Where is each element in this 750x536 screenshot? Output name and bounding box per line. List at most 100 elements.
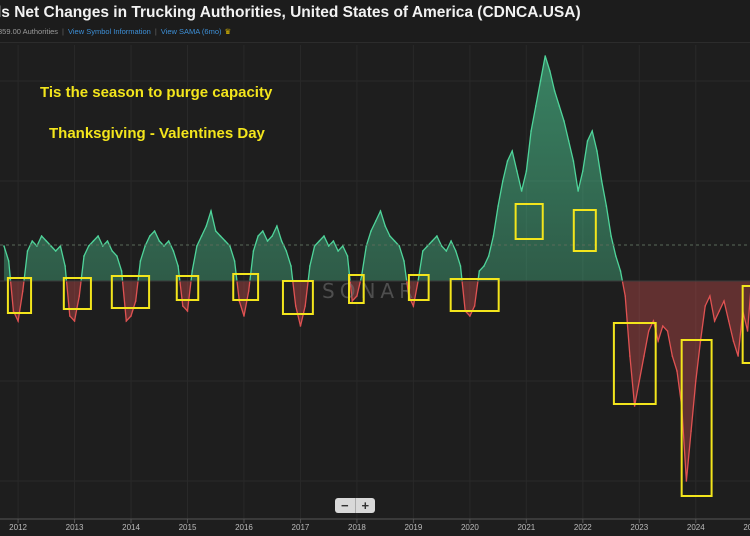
- highlight-box: [572, 209, 597, 252]
- data-point: [516, 170, 518, 172]
- data-point: [92, 240, 95, 242]
- data-point: [205, 225, 208, 227]
- data-point: [342, 245, 344, 247]
- data-point: [534, 105, 537, 107]
- data-point: [26, 250, 29, 252]
- data-point: [662, 325, 664, 327]
- data-point: [181, 305, 184, 307]
- x-tick-label: 2013: [66, 523, 84, 532]
- data-point: [563, 120, 565, 122]
- data-point: [294, 305, 297, 307]
- annotation-purge: Tis the season to purge capacity: [40, 84, 273, 101]
- x-tick-label: 2025: [743, 523, 750, 532]
- data-point: [3, 245, 5, 247]
- data-point: [106, 240, 109, 242]
- data-point: [78, 295, 81, 297]
- data-point: [577, 190, 579, 192]
- data-point: [214, 230, 217, 232]
- view-symbol-info-link[interactable]: View Symbol Information: [68, 27, 151, 36]
- x-tick-label: 2014: [122, 523, 140, 532]
- data-point: [544, 55, 546, 57]
- data-point: [87, 245, 90, 247]
- data-point: [233, 260, 236, 262]
- data-point: [511, 150, 514, 152]
- data-point: [379, 210, 382, 212]
- data-point: [97, 235, 99, 237]
- data-point: [459, 265, 462, 267]
- data-point: [539, 80, 542, 82]
- data-point: [727, 320, 730, 322]
- data-point: [73, 320, 76, 322]
- data-point: [737, 355, 739, 357]
- data-point: [374, 220, 377, 222]
- data-point: [125, 320, 128, 322]
- data-point: [487, 255, 490, 257]
- highlight-box: [110, 275, 151, 309]
- zoom-out-button[interactable]: −: [335, 498, 356, 513]
- symbol-info-bar: 359.00 Authorities | View Symbol Informati…: [0, 27, 231, 36]
- view-sama-link[interactable]: View SAMA (6mo): [160, 27, 222, 36]
- data-point: [732, 340, 735, 342]
- data-point: [582, 170, 584, 172]
- highlight-box: [449, 278, 500, 312]
- data-point: [370, 230, 372, 232]
- data-point: [530, 130, 532, 132]
- highlight-box: [612, 322, 657, 405]
- divider: |: [62, 27, 64, 36]
- data-point: [139, 260, 142, 262]
- data-point: [389, 235, 391, 237]
- data-point: [163, 245, 165, 247]
- data-point: [252, 250, 255, 252]
- negative-area: [3, 281, 750, 481]
- data-point: [553, 90, 556, 92]
- data-point: [120, 270, 123, 272]
- data-point: [393, 240, 396, 242]
- data-point: [83, 255, 85, 257]
- data-point: [327, 245, 330, 247]
- series-line-negative: [9, 281, 750, 482]
- highlight-box: [232, 273, 260, 301]
- x-tick-label: 2017: [292, 523, 310, 532]
- data-point: [12, 310, 15, 312]
- data-point: [652, 320, 655, 322]
- data-point: [520, 190, 523, 192]
- x-tick-label: 2023: [630, 523, 648, 532]
- data-point: [153, 230, 156, 232]
- highlight-box: [62, 277, 92, 310]
- data-point: [266, 240, 269, 242]
- data-point: [365, 245, 368, 247]
- x-tick-label: 2018: [348, 523, 366, 532]
- data-point: [149, 235, 151, 237]
- data-point: [186, 310, 189, 312]
- data-point: [285, 250, 288, 252]
- data-point: [440, 245, 443, 247]
- data-point: [356, 295, 358, 297]
- data-point: [177, 265, 179, 267]
- data-point: [478, 270, 481, 272]
- zoom-in-button[interactable]: +: [361, 498, 370, 513]
- data-point: [196, 245, 198, 247]
- data-point: [422, 250, 424, 252]
- data-point: [219, 235, 222, 237]
- data-point: [351, 300, 354, 302]
- data-point: [572, 160, 575, 162]
- data-point: [54, 250, 57, 252]
- highlight-box: [680, 339, 713, 497]
- sonar-watermark: SONAR: [322, 279, 418, 303]
- data-point: [313, 245, 316, 247]
- data-point: [605, 205, 608, 207]
- data-point: [276, 225, 278, 227]
- data-point: [450, 240, 452, 242]
- data-point: [685, 480, 688, 482]
- data-point: [7, 260, 10, 262]
- data-point: [229, 245, 231, 247]
- data-point: [158, 240, 161, 242]
- x-tick-label: 2016: [235, 523, 253, 532]
- data-point: [633, 405, 636, 407]
- highlight-box: [175, 275, 200, 301]
- data-point: [502, 180, 504, 182]
- data-point: [492, 235, 495, 237]
- x-tick-label: 2019: [405, 523, 423, 532]
- data-point: [323, 235, 325, 237]
- data-point: [657, 340, 659, 342]
